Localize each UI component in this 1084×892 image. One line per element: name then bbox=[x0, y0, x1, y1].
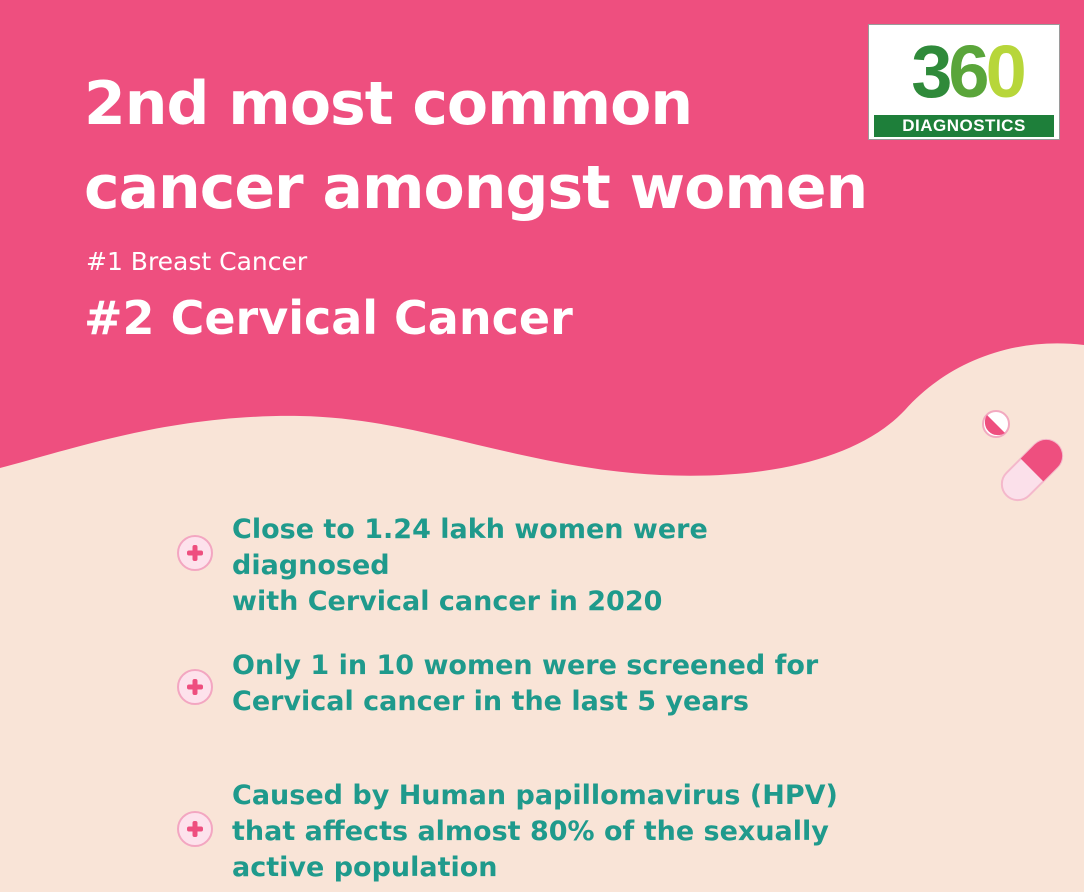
rank-first-breast-cancer: #1 Breast Cancer bbox=[86, 247, 308, 276]
logo-digit-3: 3 bbox=[911, 30, 952, 113]
logo-caption: DIAGNOSTICS bbox=[874, 115, 1054, 137]
fact-text: Close to 1.24 lakh women were diagnosed … bbox=[232, 512, 872, 620]
rank-second-cervical-cancer: #2 Cervical Cancer bbox=[84, 291, 573, 345]
headline-line-1: 2nd most common bbox=[84, 69, 693, 139]
diagnostics-logo: 360 DIAGNOSTICS bbox=[868, 24, 1060, 140]
logo-digit-0: 0 bbox=[985, 30, 1027, 113]
fact-line: Only 1 in 10 women were screened for bbox=[232, 650, 819, 681]
capsule-icon bbox=[982, 410, 1064, 502]
headline-line-2: cancer amongst women bbox=[84, 153, 868, 223]
plus-circle-icon bbox=[177, 811, 213, 847]
logo-digit-6: 6 bbox=[948, 30, 989, 113]
fact-text: Caused by Human papillomavirus (HPV) tha… bbox=[232, 778, 872, 886]
fact-line: Caused by Human papillomavirus (HPV) bbox=[232, 780, 838, 811]
fact-line: Close to 1.24 lakh women were diagnosed bbox=[232, 514, 708, 581]
headline: 2nd most common cancer amongst women bbox=[84, 62, 984, 230]
fact-line: Cervical cancer in the last 5 years bbox=[232, 686, 749, 717]
fact-line: with Cervical cancer in 2020 bbox=[232, 586, 663, 617]
fact-line: that affects almost 80% of the sexually bbox=[232, 816, 829, 847]
fact-line: active population bbox=[232, 852, 498, 883]
plus-circle-icon bbox=[177, 669, 213, 705]
plus-circle-icon bbox=[177, 535, 213, 571]
fact-text: Only 1 in 10 women were screened for Cer… bbox=[232, 648, 872, 720]
logo-number: 360 bbox=[897, 31, 1037, 113]
